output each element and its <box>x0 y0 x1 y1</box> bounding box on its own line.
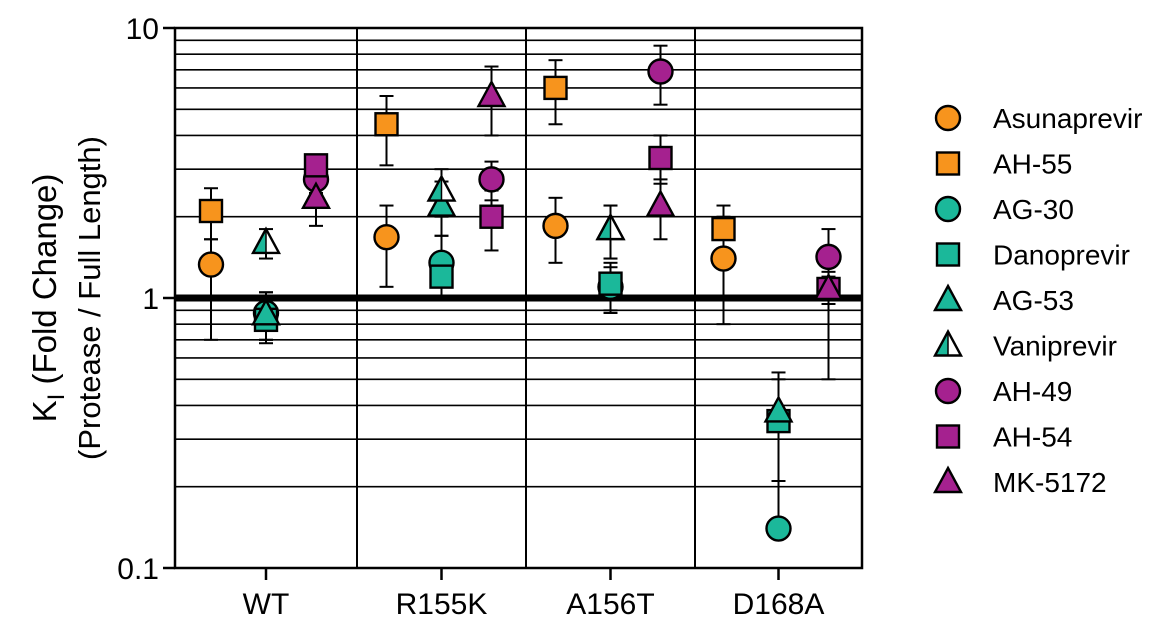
data-point-ah-55 <box>198 198 224 224</box>
legend-label: Danoprevir <box>993 240 1130 271</box>
legend-item: AG-30 <box>934 194 1074 225</box>
y-axis-label: KI (Fold Change) <box>26 174 70 423</box>
data-point-mk-5172 <box>813 272 844 301</box>
y-axis-label-rest: (Fold Change) <box>26 174 63 394</box>
data-point-asunaprevir <box>197 251 225 278</box>
legend-marker <box>934 195 962 223</box>
data-point-ah-55 <box>543 75 568 101</box>
legend-label: AG-30 <box>993 194 1074 225</box>
data-markers <box>197 58 844 542</box>
legend-item: Asunaprevir <box>934 103 1142 134</box>
data-point-ag-53 <box>250 297 282 326</box>
data-point-asunaprevir <box>710 245 737 272</box>
y-axis-label-k: K <box>26 400 63 422</box>
x-tick-label: A156T <box>566 588 654 620</box>
data-point-vaniprevir <box>426 174 457 202</box>
legend-label: AH-54 <box>993 422 1072 453</box>
legend-label: Vaniprevir <box>993 331 1117 362</box>
data-point-ag-30 <box>765 515 792 542</box>
data-point-asunaprevir <box>542 212 569 240</box>
data-point-asunaprevir <box>373 223 400 251</box>
legend-marker <box>932 328 964 357</box>
legend-label: MK-5172 <box>993 467 1107 498</box>
y-tick-label: 0.1 <box>117 553 159 586</box>
data-point-vaniprevir <box>250 226 282 255</box>
y-axis-label-subscript: I <box>43 394 70 401</box>
legend-marker <box>934 377 962 405</box>
data-point-ah-54 <box>648 145 673 171</box>
data-point-ag-53 <box>763 394 794 423</box>
legend-item: AH-49 <box>934 376 1072 407</box>
legend-item: AH-55 <box>935 149 1072 180</box>
legend-item: MK-5172 <box>932 465 1107 498</box>
data-point-ah-49 <box>478 166 505 193</box>
data-point-mk-5172 <box>645 189 676 217</box>
data-point-ah-54 <box>479 204 504 229</box>
y-tick-label: 1 <box>142 283 159 316</box>
legend: Asunaprevir AH-55 AG-30 Danoprevir AG-53 Vani… <box>932 103 1142 498</box>
axis-labels: KI (Fold Change) (Protease / Full Length… <box>26 136 107 460</box>
legend-label: AG-53 <box>993 285 1074 316</box>
data-point-ah-54 <box>303 153 329 178</box>
data-point-mk-5172 <box>300 181 332 210</box>
legend-marker <box>932 465 964 494</box>
data-point-vaniprevir <box>595 212 626 241</box>
data-point-ag-53 <box>426 189 457 217</box>
legend-label: AH-55 <box>993 149 1072 180</box>
axis-ticks: 0.1 1 10 WT R155K A156T D168A <box>117 13 824 620</box>
x-tick-label: WT <box>243 588 290 620</box>
legend-item: AH-54 <box>935 422 1072 453</box>
legend-marker <box>935 151 961 176</box>
legend-marker <box>935 424 961 449</box>
data-point-mk-5172 <box>476 79 507 108</box>
data-point-ah-55 <box>711 216 736 242</box>
data-point-ah-49 <box>815 243 842 271</box>
legend-item: Danoprevir <box>935 240 1130 271</box>
y-axis-label-line2: (Protease / Full Length) <box>72 136 107 460</box>
x-tick-label: D168A <box>733 588 825 620</box>
legend-item: Vaniprevir <box>932 328 1117 362</box>
legend-label: AH-49 <box>993 376 1072 407</box>
legend-item: AG-53 <box>932 283 1074 316</box>
data-point-ah-55 <box>374 112 399 137</box>
data-point-ah-49 <box>647 58 674 85</box>
legend-marker <box>932 283 964 312</box>
error-bars <box>204 44 836 529</box>
y-tick-label: 10 <box>126 13 159 46</box>
x-tick-label: R155K <box>396 588 488 620</box>
legend-label: Asunaprevir <box>993 103 1142 134</box>
data-point-danoprevir <box>429 264 454 289</box>
legend-marker <box>935 242 961 267</box>
legend-marker <box>934 104 962 132</box>
data-point-danoprevir <box>598 271 623 296</box>
